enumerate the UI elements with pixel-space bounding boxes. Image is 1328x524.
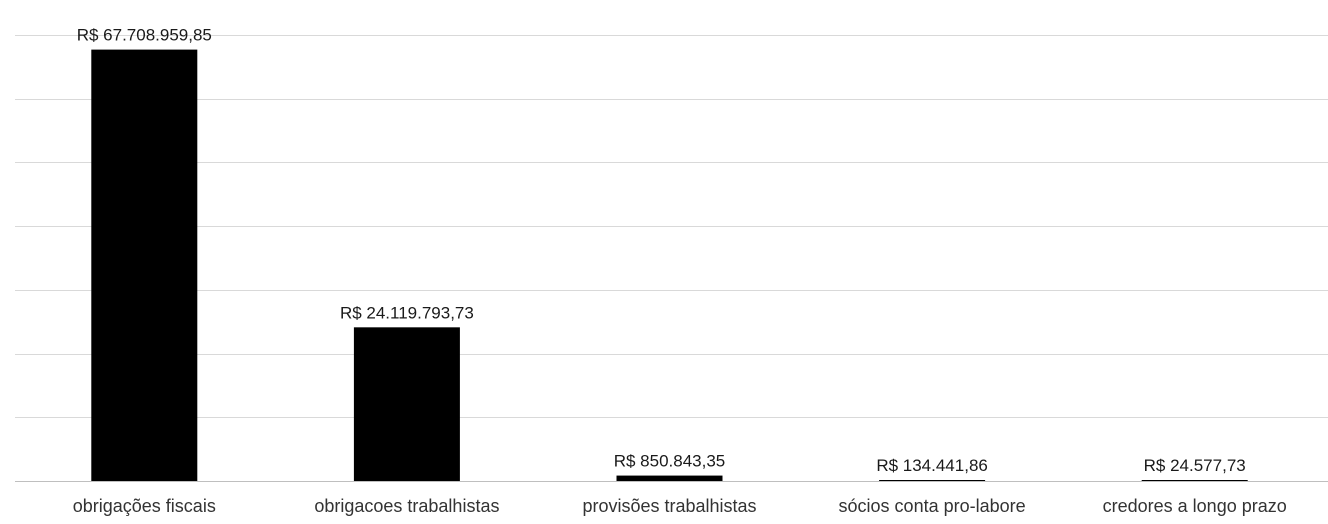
bar-3 — [879, 480, 986, 481]
x-tick-label-1: obrigacoes trabalhistas — [314, 496, 499, 516]
bars — [91, 49, 1248, 481]
x-tick-label-4: credores a longo prazo — [1103, 496, 1287, 516]
bar-0 — [91, 49, 198, 481]
bar-2 — [616, 475, 723, 481]
data-label-1: R$ 24.119.793,73 — [340, 303, 474, 322]
data-label-3: R$ 134.441,86 — [876, 456, 988, 475]
x-tick-label-3: sócios conta pro-labore — [839, 496, 1026, 516]
data-label-0: R$ 67.708.959,85 — [77, 26, 212, 45]
data-label-2: R$ 850.843,35 — [614, 452, 726, 471]
data-labels: R$ 67.708.959,85 R$ 24.119.793,73 R$ 850.8… — [77, 26, 1246, 475]
bar-4 — [1141, 480, 1248, 481]
bar-1 — [353, 327, 460, 481]
data-label-4: R$ 24.577,73 — [1144, 456, 1246, 475]
x-tick-labels: obrigações fiscais obrigacoes trabalhista… — [73, 496, 1287, 516]
gridlines — [15, 35, 1328, 482]
x-tick-label-2: provisões trabalhistas — [582, 496, 756, 516]
x-tick-label-0: obrigações fiscais — [73, 496, 216, 516]
